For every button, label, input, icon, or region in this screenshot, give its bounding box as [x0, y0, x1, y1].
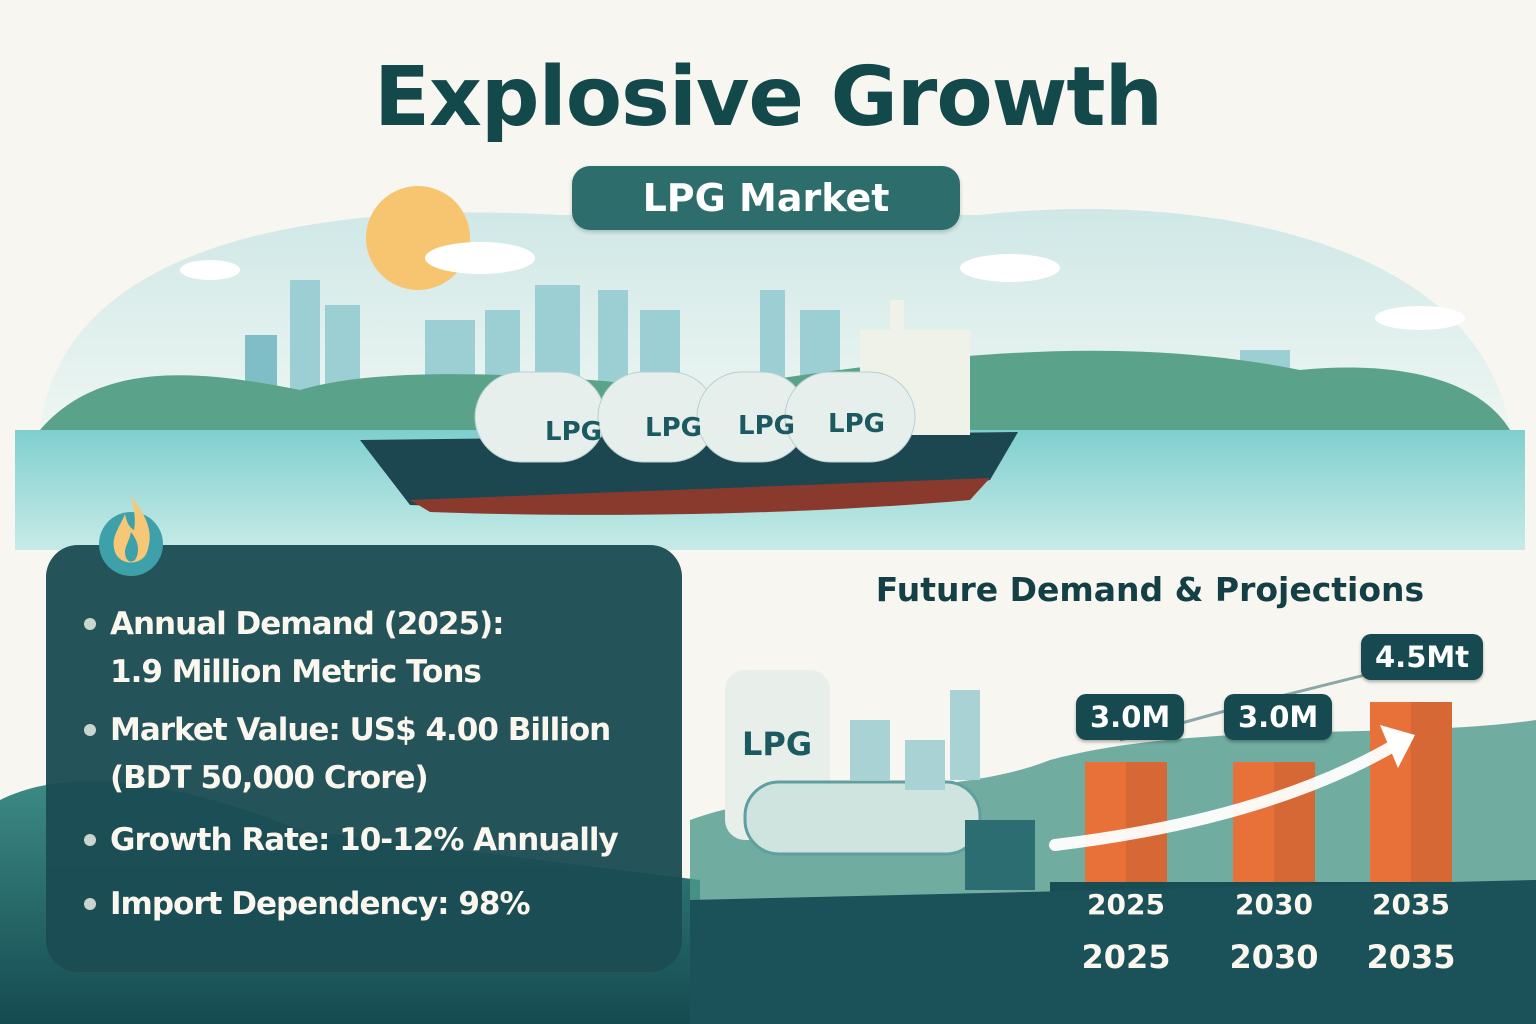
fact-line: 1.9 Million Metric Tons: [110, 654, 482, 690]
data-label: 3.0M: [1224, 694, 1333, 740]
storage-tank-label: LPG: [742, 725, 812, 763]
facts-panel: [46, 545, 682, 972]
page-title: Explosive Growth: [374, 50, 1163, 145]
x-tick-label: 2030: [1235, 888, 1313, 921]
lpg-ship: LPG LPG LPG LPG: [360, 300, 1018, 515]
facts-list: Annual Demand (2025): 1.9 Million Metric…: [84, 600, 684, 938]
x-tick-label: 2025: [1087, 888, 1165, 921]
fact-growth-rate: Growth Rate: 10-12% Annually: [84, 816, 684, 864]
flame-icon: [99, 496, 163, 576]
bar-shade: [1126, 762, 1167, 882]
data-label: 4.5Mt: [1361, 634, 1484, 680]
x-tick-label: 2025: [1081, 938, 1171, 976]
x-tick-label: 2035: [1372, 888, 1450, 921]
fact-line: (BDT 50,000 Crore): [110, 760, 429, 796]
bar-2025: [1085, 762, 1167, 882]
data-label: 3.0M: [1076, 694, 1185, 740]
x-tick-label: 2030: [1229, 938, 1319, 976]
bar-shade: [1411, 702, 1452, 882]
fact-import-dependency: Import Dependency: 98%: [84, 880, 684, 928]
trend-arrow: [1049, 739, 1401, 851]
chart-title: Future Demand & Projections: [875, 570, 1425, 609]
ship-tank-label: LPG: [828, 409, 885, 439]
fact-line: Annual Demand (2025):: [110, 606, 505, 642]
ship-tank-label: LPG: [645, 413, 702, 443]
storage-facility: LPG: [725, 670, 1035, 890]
fact-line: Import Dependency: 98%: [110, 886, 531, 922]
trend-arrow-head: [1380, 725, 1415, 768]
x-tick-label: 2035: [1366, 938, 1456, 976]
fact-market-value: Market Value: US$ 4.00 Billion (BDT 50,0…: [84, 706, 684, 802]
subtitle-badge: LPG Market: [572, 166, 960, 230]
ship-tank-label: LPG: [738, 411, 795, 441]
bar-2030: [1233, 762, 1315, 882]
fact-line: Market Value: US$ 4.00 Billion: [110, 712, 611, 748]
ship-tank-label: LPG: [545, 417, 602, 447]
fact-line: Growth Rate: 10-12% Annually: [110, 822, 619, 858]
fact-annual-demand: Annual Demand (2025): 1.9 Million Metric…: [84, 600, 684, 696]
